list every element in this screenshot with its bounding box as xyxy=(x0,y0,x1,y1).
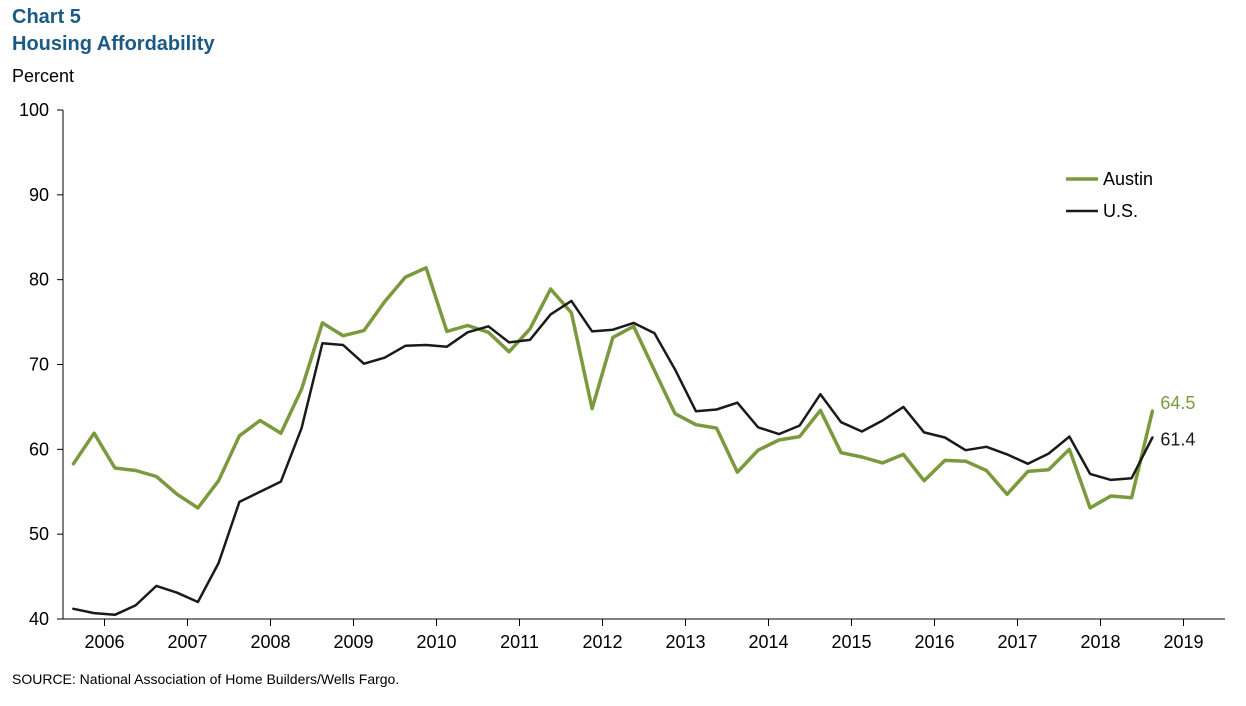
series-lines: 64.5 61.4 xyxy=(71,266,1195,617)
x-tick-label: 2006 xyxy=(84,632,124,652)
x-tick-label: 2011 xyxy=(500,632,539,652)
axes: 40 50 60 70 80 90 100 2006 2007 2008 2009 2010 2011 2… xyxy=(19,100,1225,652)
x-tick-label: 2017 xyxy=(997,632,1037,652)
x-tick-label: 2015 xyxy=(831,632,871,652)
legend: Austin U.S. xyxy=(1066,169,1153,221)
x-tick-label: 2012 xyxy=(582,632,622,652)
end-value-label-us: 61.4 xyxy=(1160,429,1195,449)
end-value-label-austin: 64.5 xyxy=(1160,393,1195,413)
x-tick-label: 2018 xyxy=(1080,632,1120,652)
x-tick-label: 2019 xyxy=(1163,632,1203,652)
chart-title: Housing Affordability xyxy=(12,33,215,55)
legend-label-austin: Austin xyxy=(1103,169,1153,189)
series-line-us xyxy=(72,299,1154,617)
x-tick-label: 2014 xyxy=(748,632,788,652)
x-tick-label: 2007 xyxy=(167,632,207,652)
y-tick-label: 40 xyxy=(29,609,49,629)
y-tick-label: 70 xyxy=(29,355,49,375)
x-tick-label: 2008 xyxy=(250,632,290,652)
x-tick-label: 2016 xyxy=(914,632,954,652)
source-note: SOURCE: National Association of Home Bui… xyxy=(12,671,400,687)
y-tick-label: 90 xyxy=(29,185,49,205)
y-tick-label: 50 xyxy=(29,524,49,544)
x-tick-label: 2010 xyxy=(416,632,456,652)
legend-label-us: U.S. xyxy=(1103,201,1138,221)
series-line-austin xyxy=(71,266,1155,510)
y-tick-label: 60 xyxy=(29,439,49,459)
y-axis-unit-label: Percent xyxy=(12,66,75,86)
y-tick-label: 100 xyxy=(19,100,49,120)
x-tick-label: 2009 xyxy=(333,632,373,652)
y-tick-label: 80 xyxy=(29,270,49,290)
x-tick-label: 2013 xyxy=(665,632,705,652)
chart-number: Chart 5 xyxy=(12,6,81,28)
